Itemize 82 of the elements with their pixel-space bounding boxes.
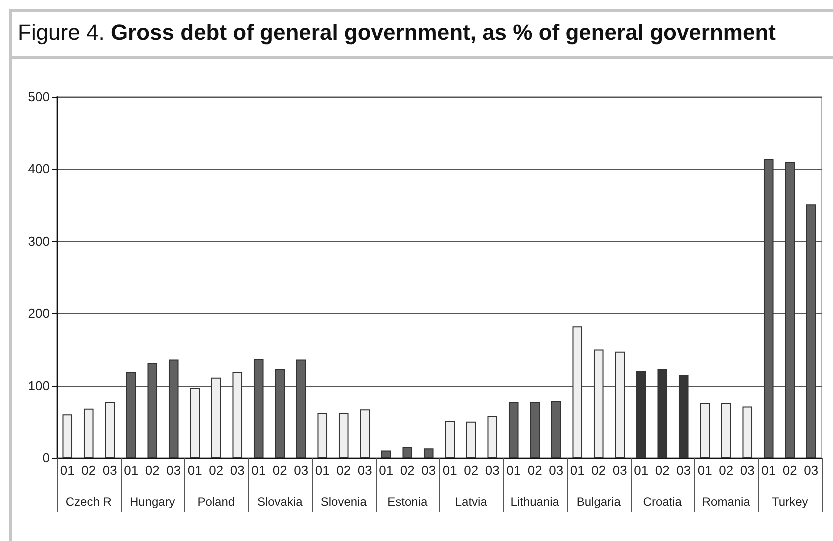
bar <box>190 388 200 458</box>
bar <box>572 326 583 458</box>
bar <box>742 406 753 458</box>
x-tick-label: 02 <box>336 463 352 478</box>
bar <box>318 413 328 458</box>
text: Latvia <box>455 495 488 509</box>
x-tick-label: 02 <box>209 463 224 478</box>
x-tick-label: 03 <box>676 463 692 478</box>
bar <box>594 350 604 458</box>
x-tick-label: 03 <box>166 463 182 478</box>
bar <box>488 416 498 458</box>
x-tick-label: 02 <box>145 463 160 478</box>
text: Turkey <box>772 495 808 509</box>
x-tick-label: 01 <box>570 463 585 478</box>
x-tick-label: 03 <box>549 463 564 478</box>
x-tick-label: 01 <box>442 463 458 478</box>
bar <box>508 402 519 458</box>
bar <box>211 378 222 458</box>
y-tick-label: 300 <box>28 234 50 249</box>
text: Lithuania <box>510 495 560 509</box>
x-tick-label: 02 <box>528 463 542 478</box>
bar <box>360 410 370 458</box>
x-tick-label: 03 <box>485 463 500 478</box>
text: Slovakia <box>257 495 304 509</box>
bar <box>636 371 646 458</box>
y-tick-label: 400 <box>28 162 50 177</box>
x-tick-label: 01 <box>698 463 712 478</box>
x-tick-label: 03 <box>358 463 372 478</box>
bar <box>232 372 243 458</box>
text: Hungary <box>130 495 176 509</box>
x-tick-label: 01 <box>124 463 139 478</box>
x-tick-label: 03 <box>294 463 309 478</box>
bar <box>700 403 710 458</box>
bar <box>721 403 732 458</box>
x-tick-label: 03 <box>740 463 755 478</box>
x-tick-label: 01 <box>188 463 202 478</box>
x-tick-label: 01 <box>506 463 522 478</box>
x-tick-label: 02 <box>592 463 606 478</box>
x-tick-label: 02 <box>464 463 479 478</box>
bar <box>105 402 116 458</box>
bar <box>658 369 668 458</box>
x-tick-label: 01 <box>634 463 649 478</box>
x-tick-label: 02 <box>719 463 734 478</box>
text: Slovenia <box>320 495 368 509</box>
text: Estonia <box>388 495 428 509</box>
bar <box>466 422 476 458</box>
bar <box>338 413 349 458</box>
x-tick-label: 02 <box>400 463 415 478</box>
bar <box>84 408 94 458</box>
x-tick-label: 02 <box>782 463 798 478</box>
x-tick-label: 02 <box>272 463 288 478</box>
bar <box>530 402 540 458</box>
y-tick-label: 200 <box>28 306 50 322</box>
x-tick-label: 01 <box>379 463 394 478</box>
text: Croatia <box>643 495 682 509</box>
chart-title: Figure 4. Gross debt of general government, as % of general government <box>18 20 776 45</box>
bar <box>551 400 562 458</box>
y-tick-label: 100 <box>28 378 50 394</box>
y-tick-label: 500 <box>28 90 50 104</box>
y-tick-label: 0 <box>42 450 50 466</box>
x-tick-label: 01 <box>252 463 266 478</box>
text: Poland <box>198 495 236 509</box>
bar <box>445 421 456 458</box>
x-tick-label: 01 <box>315 463 330 478</box>
bar <box>381 450 392 458</box>
x-tick-label: 03 <box>102 463 118 478</box>
bar <box>402 447 413 458</box>
x-tick-label: 01 <box>762 463 776 478</box>
x-tick-label: 01 <box>60 463 75 478</box>
x-tick-label: 03 <box>612 463 628 478</box>
x-tick-label: 03 <box>804 463 819 478</box>
x-tick-label: 02 <box>655 463 670 478</box>
x-tick-label: 03 <box>422 463 436 478</box>
bar <box>424 448 434 458</box>
bar <box>678 374 689 458</box>
bar <box>62 414 73 458</box>
text: Romania <box>702 495 751 509</box>
x-tick-label: 02 <box>82 463 96 478</box>
x-tick-label: 03 <box>230 463 245 478</box>
text: Bulgaria <box>576 495 622 509</box>
text: Czech R <box>66 495 112 509</box>
bar <box>615 352 626 458</box>
